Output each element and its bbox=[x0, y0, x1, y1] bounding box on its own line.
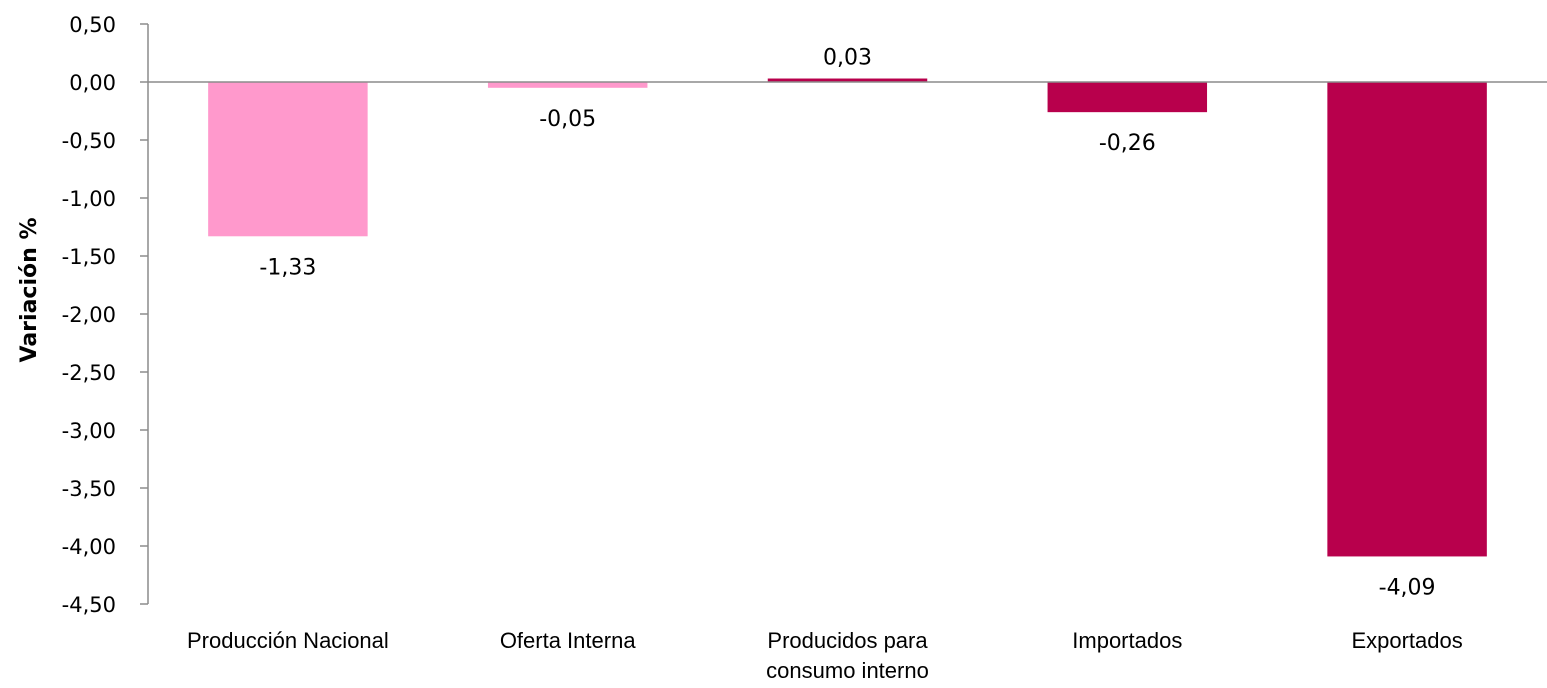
data-label: -0,05 bbox=[539, 107, 596, 132]
y-tick-label: -4,50 bbox=[62, 593, 116, 617]
data-label: 0,03 bbox=[823, 46, 872, 71]
y-tick-label: -3,00 bbox=[62, 419, 116, 443]
x-category-label: Producción Nacional bbox=[187, 628, 389, 653]
y-tick-label: -2,50 bbox=[62, 361, 116, 385]
data-label: -0,26 bbox=[1099, 131, 1156, 156]
x-category-label: Importados bbox=[1072, 628, 1182, 653]
bars bbox=[208, 78, 1487, 557]
bar bbox=[1327, 82, 1487, 557]
x-category-label: Producidos para consumo interno bbox=[766, 628, 929, 683]
y-axis-ticks: 0,50 0,00 -0,50 -1,00 -1,50 -2,00 -2,50 -3,00 -3… bbox=[62, 13, 148, 617]
bar bbox=[208, 82, 368, 237]
x-category-label: Oferta Interna bbox=[500, 628, 637, 653]
data-label: -4,09 bbox=[1379, 575, 1436, 600]
y-axis-title: Variación % bbox=[17, 218, 42, 363]
y-tick-label: -2,00 bbox=[62, 303, 116, 327]
y-tick-label: 0,50 bbox=[69, 13, 116, 37]
x-category-label: Exportados bbox=[1351, 628, 1462, 653]
bar bbox=[1047, 82, 1208, 113]
y-tick-label: -1,50 bbox=[62, 245, 116, 269]
y-tick-label: -4,00 bbox=[62, 535, 116, 559]
y-tick-label: -1,00 bbox=[62, 187, 116, 211]
data-label: -1,33 bbox=[259, 255, 316, 280]
bar bbox=[767, 78, 928, 82]
y-tick-label: -0,50 bbox=[62, 129, 116, 153]
x-axis-category-labels: Producción Nacional Oferta Interna Produci… bbox=[187, 628, 1463, 683]
y-tick-label: -3,50 bbox=[62, 477, 116, 501]
bar bbox=[487, 82, 648, 88]
data-labels: -1,33 -0,05 0,03 -0,26 -4,09 bbox=[259, 46, 1435, 601]
y-tick-label: 0,00 bbox=[69, 71, 116, 95]
